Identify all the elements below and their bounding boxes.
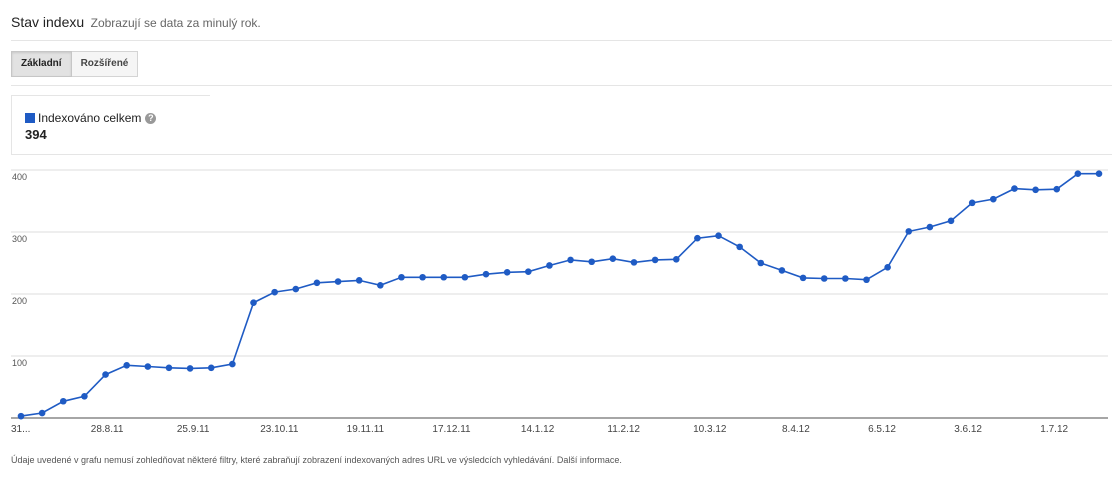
data-point	[630, 259, 638, 266]
data-point	[419, 273, 426, 281]
data-point	[17, 412, 25, 420]
x-tick-label: 28.8.11	[91, 424, 124, 435]
data-point	[694, 234, 701, 242]
x-tick-label: 6.5.12	[868, 424, 896, 435]
x-tick-label: 3.6.12	[954, 424, 982, 435]
data-point	[1053, 185, 1061, 193]
data-point	[926, 223, 934, 231]
legend-entry: Indexováno celkem ?	[25, 111, 157, 125]
data-point	[546, 262, 553, 269]
x-tick-label: 17.12.11	[432, 424, 471, 435]
data-point	[292, 285, 300, 293]
data-point	[968, 199, 976, 207]
footnote-text: Údaje uvedené v grafu nemusí zohledňovat…	[11, 455, 555, 465]
data-point	[736, 243, 743, 251]
page-title: Stav indexu	[11, 14, 85, 30]
data-point	[651, 256, 659, 264]
index-status-chart: 100 200 300 400 31... 28.8.11 25.9.11 23.10.11 1…	[11, 169, 1108, 435]
data-point	[186, 365, 194, 372]
data-point	[1011, 185, 1018, 192]
data-point	[567, 256, 574, 264]
data-point	[863, 276, 870, 284]
x-tick-label: 8.4.12	[782, 424, 810, 435]
view-tabs: Základní Rozšířené	[11, 51, 139, 77]
y-tick-label: 400	[12, 172, 27, 182]
data-point	[715, 232, 722, 240]
data-point	[250, 299, 257, 306]
data-point	[905, 228, 913, 235]
data-point	[482, 270, 490, 278]
more-info-link[interactable]: Další informace.	[556, 455, 622, 465]
data-point	[757, 259, 765, 267]
tabs-divider	[11, 85, 1112, 86]
y-tick-label: 300	[12, 234, 27, 244]
footnote: Údaje uvedené v grafu nemusí zohledňovat…	[11, 455, 622, 465]
legend-divider	[11, 154, 1112, 155]
data-point	[207, 364, 215, 372]
data-point	[313, 279, 321, 287]
legend-swatch	[25, 113, 35, 123]
data-point	[271, 288, 278, 296]
legend-panel: Indexováno celkem ? 394	[11, 95, 210, 154]
data-point	[524, 268, 532, 275]
x-tick-label: 23.10.11	[260, 424, 299, 435]
data-point	[990, 195, 997, 203]
data-point	[123, 362, 130, 369]
data-point	[229, 360, 236, 368]
data-point	[820, 275, 828, 282]
data-point	[778, 267, 786, 274]
header-divider	[11, 40, 1112, 41]
data-point	[503, 269, 511, 276]
series-line	[20, 172, 1099, 417]
data-point	[81, 393, 88, 400]
page-header: Stav indexu Zobrazují se data za minulý …	[11, 14, 261, 32]
data-point	[1032, 186, 1039, 194]
data-point	[102, 371, 109, 378]
data-point	[884, 264, 891, 271]
data-point	[1074, 170, 1082, 178]
data-point	[334, 278, 342, 285]
question-mark-icon[interactable]: ?	[145, 112, 157, 124]
x-tick-label: 11.2.12	[607, 424, 640, 435]
y-tick-label: 200	[12, 296, 27, 306]
tab-basic[interactable]: Základní	[11, 51, 72, 77]
data-point	[842, 275, 849, 282]
data-point	[144, 363, 152, 370]
data-point	[355, 277, 363, 284]
data-point	[38, 409, 46, 417]
page-subtitle: Zobrazují se data za minulý rok.	[90, 16, 261, 30]
x-tick-label: 1.7.12	[1040, 424, 1068, 435]
x-tick-label: 19.11.11	[347, 424, 385, 435]
data-point	[377, 282, 384, 289]
data-point	[59, 397, 67, 405]
x-tick-label: 25.9.11	[177, 424, 210, 435]
legend-total-value: 394	[25, 127, 47, 142]
data-point	[440, 273, 448, 281]
data-point	[588, 258, 596, 266]
data-point	[1095, 170, 1103, 178]
tab-advanced[interactable]: Rozšířené	[71, 51, 139, 77]
legend-label: Indexováno celkem	[38, 111, 142, 125]
x-tick-label: 14.1.12	[521, 424, 555, 435]
data-point	[799, 274, 807, 282]
data-point	[947, 217, 955, 225]
data-point	[398, 273, 405, 281]
data-point	[672, 255, 680, 263]
x-tick-label: 10.3.12	[693, 424, 727, 435]
y-tick-label: 100	[12, 358, 27, 368]
x-tick-label: 31...	[11, 424, 30, 435]
data-point	[165, 364, 173, 372]
data-point	[461, 273, 469, 281]
data-point	[609, 255, 617, 262]
